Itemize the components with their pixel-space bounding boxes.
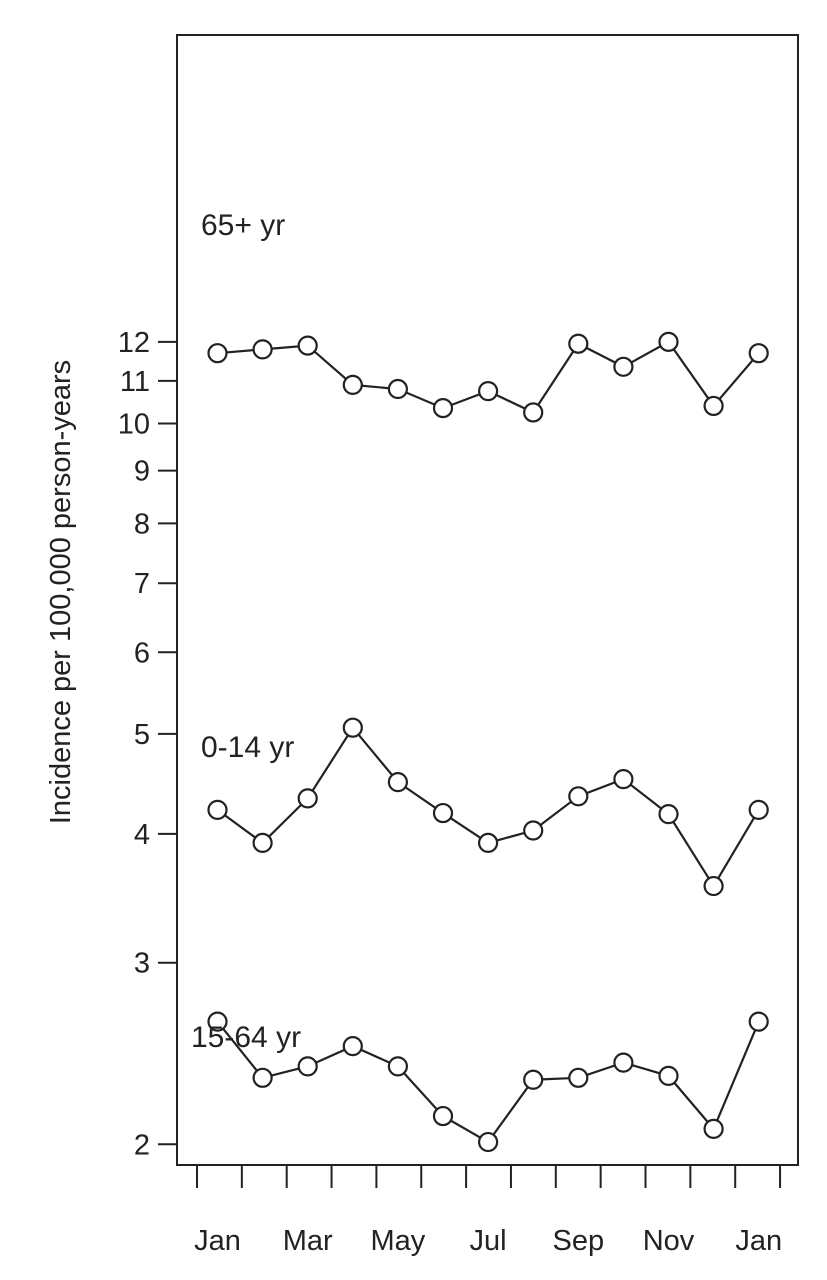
data-point (568, 786, 589, 807)
data-point (478, 381, 499, 402)
data-point (478, 1131, 499, 1153)
data-point (523, 820, 544, 841)
x-tick-label: Jan (735, 1225, 782, 1257)
data-point (297, 1056, 318, 1077)
series-0-14-yr: 0-14 yr (201, 717, 769, 897)
data-point (342, 1036, 363, 1057)
y-tick-label: 8 (134, 508, 150, 540)
series-group: 65+ yr 0-14 yr 15-64 yr (191, 209, 769, 1153)
y-tick-label: 9 (134, 456, 150, 488)
series-line (216, 725, 760, 889)
data-point (658, 1065, 679, 1086)
data-point (748, 799, 769, 820)
data-point (568, 333, 589, 354)
data-point (523, 1069, 544, 1090)
data-point (568, 1067, 589, 1088)
data-point (252, 339, 273, 360)
series-label: 15-64 yr (191, 1021, 301, 1054)
data-point (703, 395, 724, 417)
x-axis: Jan Mar May Jul Sep Nov Jan (194, 1165, 782, 1257)
data-point (523, 402, 544, 423)
data-point (342, 374, 363, 396)
x-tick-label: Mar (283, 1225, 333, 1257)
x-tick-label: May (371, 1225, 426, 1257)
data-point (342, 717, 363, 738)
y-tick-label: 3 (134, 948, 150, 980)
data-point (387, 378, 408, 400)
y-tick-label: 12 (118, 327, 150, 359)
y-tick-label: 2 (134, 1129, 150, 1161)
data-point (478, 832, 499, 854)
x-tick-label: Jul (470, 1225, 507, 1257)
data-point (613, 1052, 634, 1073)
data-point (432, 1105, 454, 1127)
data-point (748, 343, 769, 364)
x-tick-label: Jan (194, 1225, 241, 1257)
data-point (297, 335, 318, 356)
y-tick-label: 10 (118, 409, 150, 441)
data-point (658, 331, 679, 352)
series-line (217, 340, 760, 414)
y-axis: 2 3 4 5 6 7 8 9 10 11 12 (118, 327, 177, 1161)
y-tick-label: 7 (134, 568, 150, 600)
data-point (297, 788, 318, 809)
series-15-64-yr: 15-64 yr (191, 1011, 769, 1153)
data-point (207, 799, 228, 820)
data-point (207, 343, 228, 364)
data-point (703, 1118, 724, 1139)
y-tick-label: 4 (134, 819, 150, 851)
data-point (613, 769, 634, 790)
y-tick-label: 5 (134, 719, 150, 751)
data-point (658, 804, 679, 825)
data-point (703, 875, 724, 897)
data-point (387, 1056, 408, 1077)
y-tick-label: 6 (134, 637, 150, 669)
x-tick-label: Nov (643, 1225, 695, 1257)
data-point (432, 397, 454, 419)
data-point (252, 832, 273, 854)
data-point (432, 802, 454, 824)
data-point (207, 1011, 228, 1032)
y-axis-title: Incidence per 100,000 person-years (45, 360, 77, 824)
x-tick-label: Sep (552, 1225, 604, 1257)
series-label: 65+ yr (201, 209, 285, 242)
series-65-yr: 65+ yr (201, 209, 769, 423)
plot-frame (176, 34, 799, 1166)
data-point (252, 1067, 273, 1088)
data-point (748, 1011, 769, 1032)
data-point (387, 772, 408, 793)
series-label: 0-14 yr (201, 731, 294, 764)
y-tick-label: 11 (120, 366, 150, 398)
data-point (613, 356, 634, 377)
